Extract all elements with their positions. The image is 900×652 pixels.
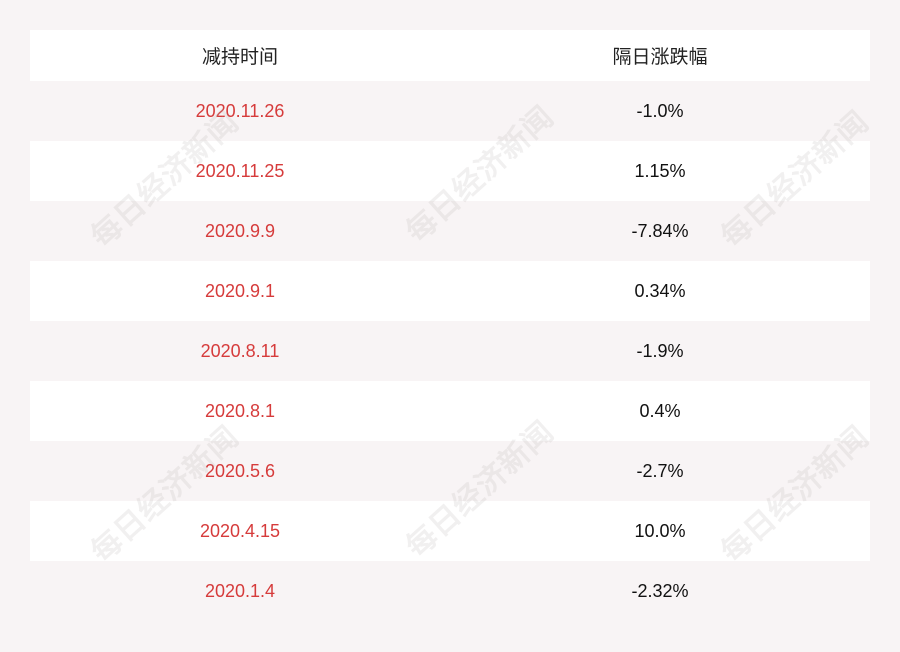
change-cell: -1.0% bbox=[636, 100, 684, 121]
change-cell: -2.7% bbox=[636, 460, 684, 481]
header-change: 隔日涨跌幅 bbox=[612, 47, 708, 68]
change-cell: 10.0% bbox=[634, 520, 686, 541]
date-cell: 2020.8.1 bbox=[204, 400, 276, 421]
date-cell: 2020.4.15 bbox=[199, 520, 281, 541]
date-cell: 2020.1.4 bbox=[204, 580, 276, 601]
change-cell: -7.84% bbox=[631, 220, 689, 241]
table-row: 2020.1.4 -2.32% bbox=[30, 561, 870, 621]
table-row: 2020.11.26 -1.0% bbox=[30, 81, 870, 141]
table-row: 2020.5.6 -2.7% bbox=[30, 441, 870, 501]
header-date: 减持时间 bbox=[201, 47, 278, 68]
table-row: 2020.8.11 -1.9% bbox=[30, 321, 870, 381]
table-row: 2020.11.25 1.15% bbox=[30, 141, 870, 201]
change-cell: 0.34% bbox=[634, 280, 686, 301]
table-row: 2020.9.9 -7.84% bbox=[30, 201, 870, 261]
date-cell: 2020.11.25 bbox=[195, 160, 285, 181]
table-row: 2020.4.15 10.0% bbox=[30, 501, 870, 561]
date-cell: 2020.8.11 bbox=[200, 340, 280, 361]
table-header-row: 减持时间 隔日涨跌幅 bbox=[30, 30, 870, 81]
change-cell: 1.15% bbox=[634, 160, 686, 181]
change-cell: 0.4% bbox=[639, 400, 681, 421]
date-cell: 2020.9.1 bbox=[204, 280, 276, 301]
data-table: 减持时间 隔日涨跌幅 2020.11.26 -1.0% 2020.11.25 1… bbox=[30, 30, 870, 621]
change-cell: -1.9% bbox=[636, 340, 684, 361]
table-row: 2020.9.1 0.34% bbox=[30, 261, 870, 321]
change-cell: -2.32% bbox=[631, 580, 689, 601]
date-cell: 2020.9.9 bbox=[204, 220, 276, 241]
date-cell: 2020.5.6 bbox=[204, 460, 276, 481]
date-cell: 2020.11.26 bbox=[195, 100, 285, 121]
table-row: 2020.8.1 0.4% bbox=[30, 381, 870, 441]
